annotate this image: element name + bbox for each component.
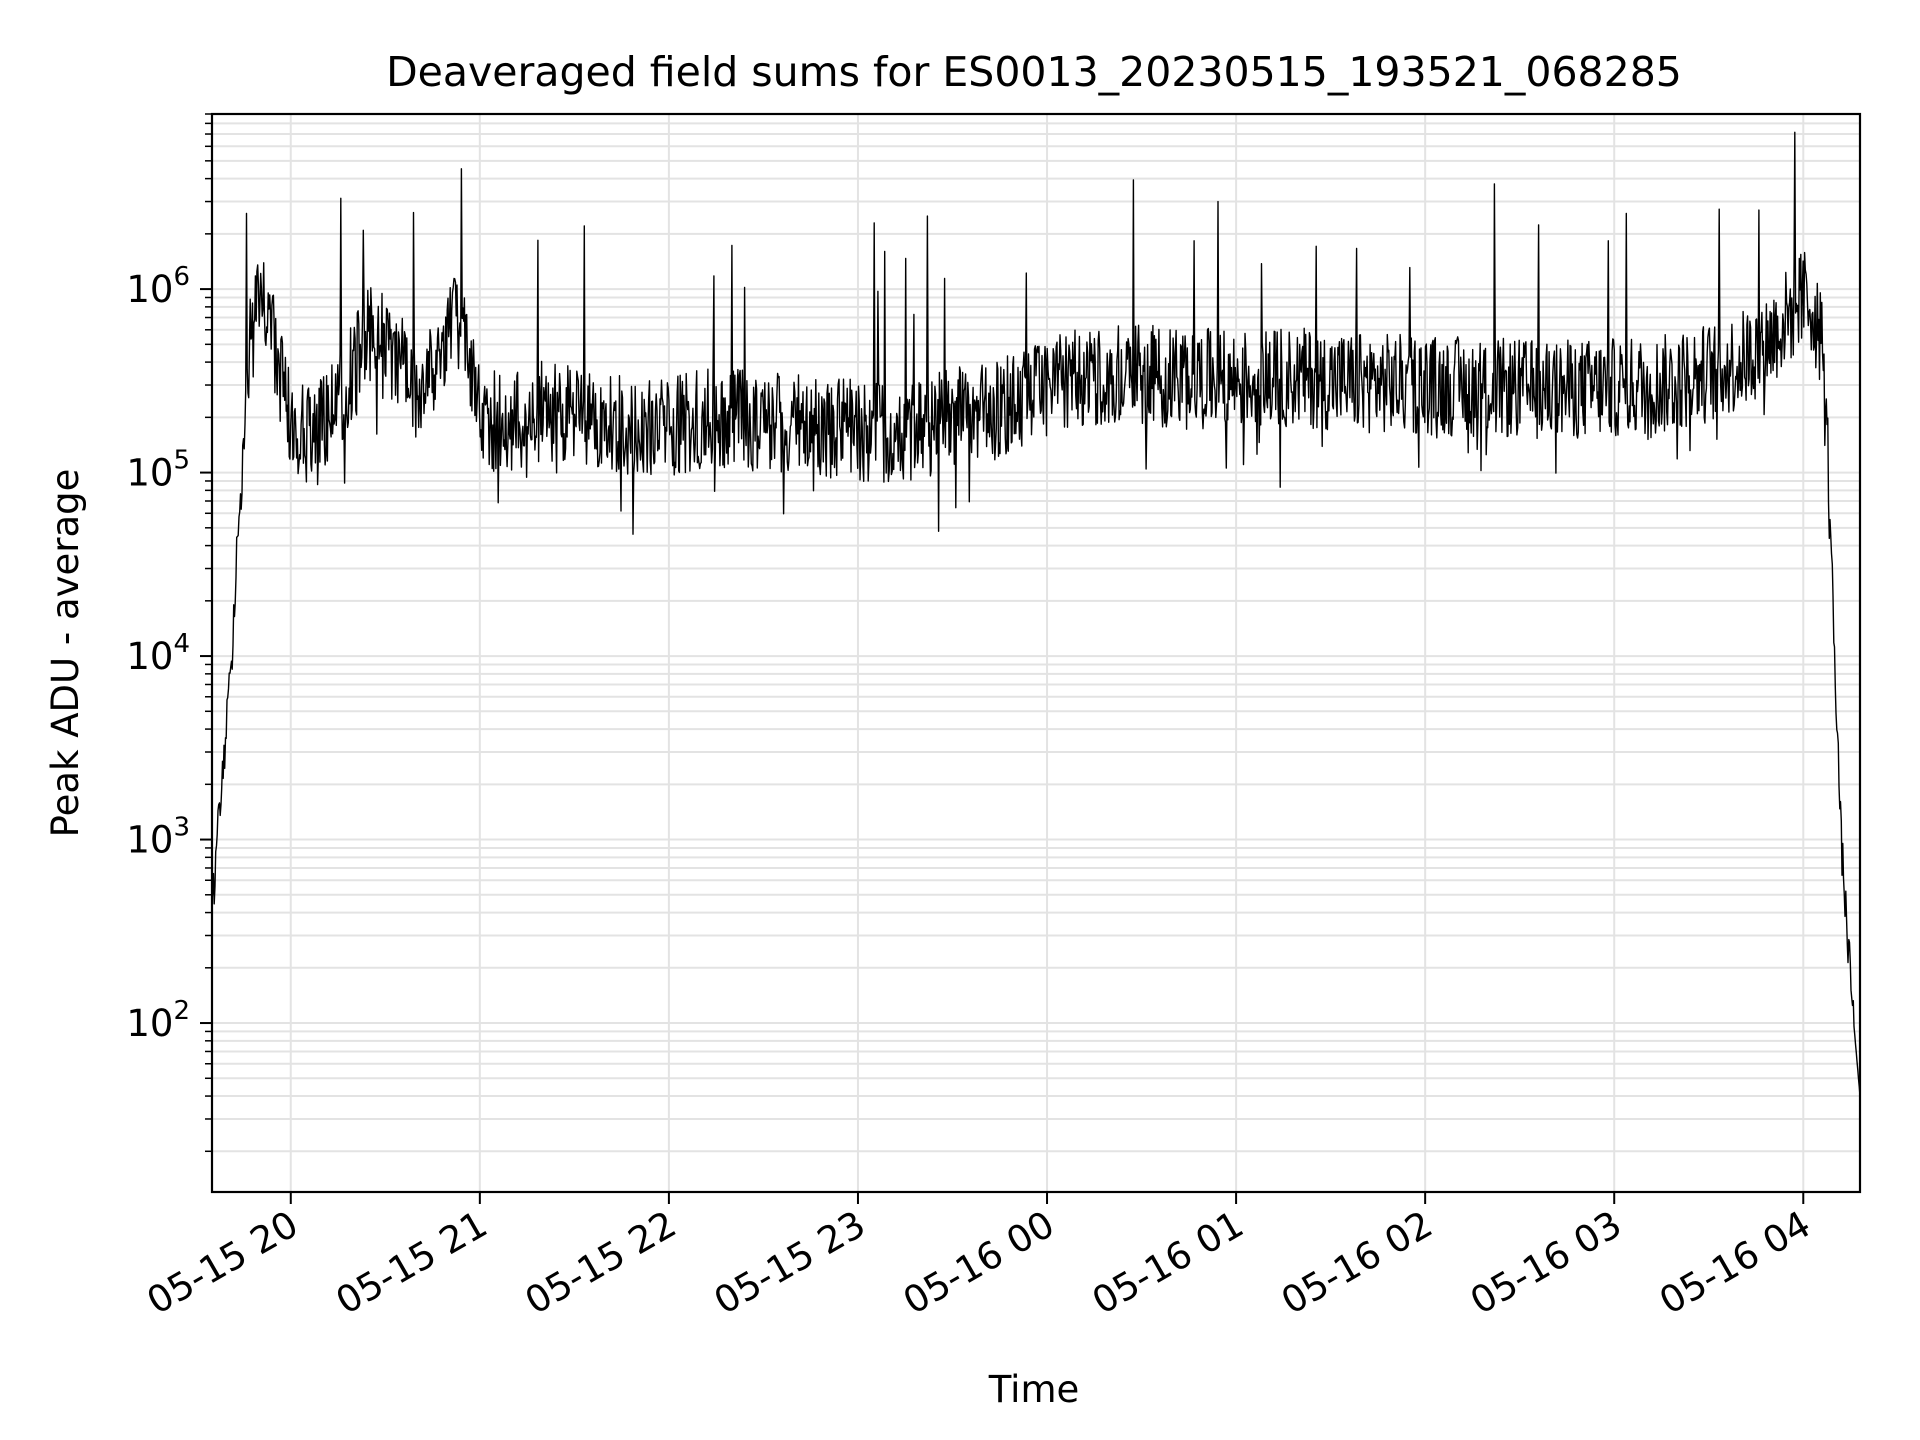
x-axis: 05-15 20 05-15 21 05-15 22 05-15 23 05-16 00… [140,1192,1818,1323]
x-tick-label: 05-16 03 [1463,1203,1629,1323]
y-tick-label: 103 [126,813,190,862]
y-tick-label: 105 [126,446,190,495]
series-layer [211,131,1861,1097]
x-tick-label: 05-16 00 [896,1203,1062,1323]
x-tick-label: 05-16 04 [1652,1203,1818,1323]
chart-title: Deaveraged field sums for ES0013_2023051… [386,48,1682,96]
y-tick-label: 102 [126,996,190,1045]
plot-frame [210,112,1862,1194]
x-tick-label: 05-15 23 [707,1203,873,1323]
x-tick-label: 05-16 01 [1085,1203,1251,1323]
x-tick-label: 05-15 22 [518,1203,684,1323]
y-axis-label: Peak ADU - average [44,469,87,838]
y-axis: 102 103 104 105 106 [126,113,212,1153]
x-tick-label: 05-16 02 [1274,1203,1440,1323]
x-axis-label: Time [988,1368,1080,1411]
series-line [211,131,1861,1097]
y-tick-label: 106 [126,262,190,311]
x-tick-label: 05-15 20 [140,1203,306,1323]
x-tick-label: 05-15 21 [329,1203,495,1323]
grid [212,113,1860,1192]
y-tick-label: 104 [126,629,190,678]
